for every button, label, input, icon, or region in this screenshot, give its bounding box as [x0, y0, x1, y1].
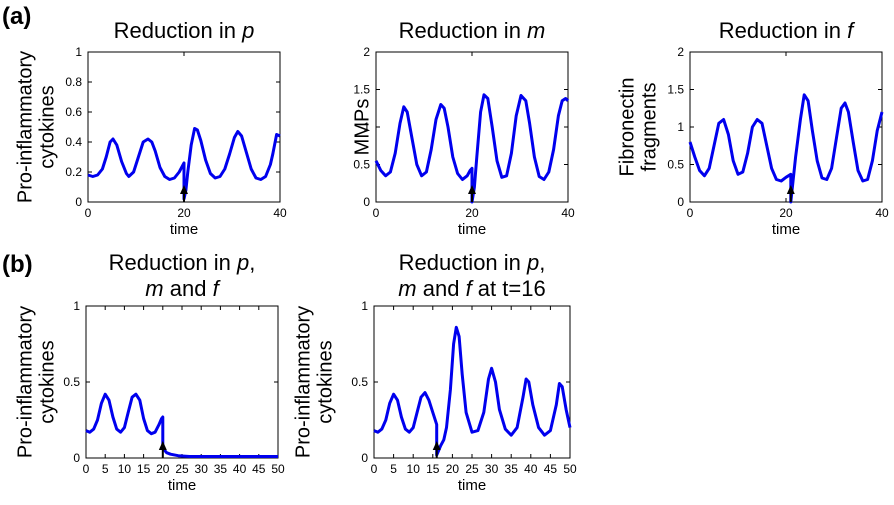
x-tick-label: 35: [214, 462, 228, 476]
plot-area: [85, 305, 279, 459]
x-tick-label: 15: [426, 462, 440, 476]
x-tick-label: 40: [273, 206, 287, 220]
x-tick-label: 0: [687, 206, 694, 220]
x-tick-label: 10: [118, 462, 132, 476]
y-tick-label: 0: [75, 195, 82, 209]
y-tick-label: 0.8: [65, 75, 82, 89]
y-tick-label: 2: [363, 45, 370, 59]
y-tick-label: 0.5: [63, 375, 80, 389]
y-tick-label: 0: [361, 451, 368, 465]
intervention-arrow-head: [432, 441, 441, 450]
x-axis-label: time: [772, 221, 800, 238]
y-tick-label: 0: [363, 195, 370, 209]
chart-title: Reduction in m: [399, 18, 546, 43]
intervention-arrow-head: [786, 185, 795, 194]
x-tick-label: 35: [505, 462, 519, 476]
x-tick-label: 20: [177, 206, 191, 220]
y-axis-label: Fibronectin: [617, 78, 639, 177]
x-tick-label: 0: [83, 462, 90, 476]
chart-title: Reduction in p,: [109, 250, 256, 275]
y-tick-label: 1: [677, 120, 684, 134]
x-tick-label: 30: [485, 462, 499, 476]
y-tick-label: 0.5: [353, 158, 370, 172]
x-tick-label: 5: [102, 462, 109, 476]
y-axis-label: cytokines: [37, 85, 59, 168]
panel-label-b: (b): [2, 251, 33, 278]
x-axis-label: time: [458, 477, 486, 494]
x-tick-label: 40: [875, 206, 889, 220]
intervention-arrow-head: [158, 441, 167, 450]
x-axis-label: time: [168, 477, 196, 494]
y-axis-label: cytokines: [37, 340, 59, 423]
y-tick-label: 0.5: [667, 158, 684, 172]
x-tick-label: 0: [85, 206, 92, 220]
y-tick-label: 0.5: [351, 375, 368, 389]
x-tick-label: 50: [563, 462, 577, 476]
x-tick-label: 0: [373, 206, 380, 220]
x-tick-label: 30: [195, 462, 209, 476]
x-tick-label: 20: [446, 462, 460, 476]
y-tick-label: 1: [363, 120, 370, 134]
chart-a3: 0 20 40 0 0.5 1 1.5 2 time Fibronectin fragments Re…: [617, 18, 889, 238]
panel-label-a: (a): [2, 3, 31, 30]
y-tick-label: 2: [677, 45, 684, 59]
chart-a2: 0 20 40 0 0.5 1 1.5 2 time MMPs Reduction in m: [352, 18, 575, 238]
y-axis-label: cytokines: [315, 340, 337, 423]
y-axis-label: Pro-inflammatory: [15, 51, 37, 203]
x-tick-label: 20: [156, 462, 170, 476]
x-tick-label: 45: [252, 462, 266, 476]
y-tick-label: 1: [75, 45, 82, 59]
x-tick-label: 40: [561, 206, 575, 220]
y-axis-label: MMPs: [352, 99, 374, 156]
intervention-arrow-head: [180, 185, 188, 194]
x-tick-label: 25: [175, 462, 189, 476]
chart-title: Reduction in p,: [399, 250, 546, 275]
y-tick-label: 0: [73, 451, 80, 465]
x-tick-label: 40: [524, 462, 538, 476]
intervention-arrow-head: [468, 185, 476, 194]
chart-title: Reduction in p: [114, 18, 255, 43]
series-line: [85, 392, 278, 458]
y-tick-label: 0: [677, 195, 684, 209]
series-line: [688, 93, 884, 204]
plot-area: [373, 305, 571, 459]
chart-title: Reduction in f: [719, 18, 856, 43]
chart-b1: 0 5 10 15 20 25 30 35 40 45 5000.51timePro-inflamm…: [15, 250, 285, 494]
x-tick-label: 5: [390, 462, 397, 476]
y-axis-label: Pro-inflammatory: [15, 306, 37, 458]
y-tick-label: 0.6: [65, 105, 82, 119]
x-tick-label: 15: [137, 462, 151, 476]
x-tick-label: 10: [407, 462, 421, 476]
x-tick-label: 45: [544, 462, 558, 476]
x-tick-label: 20: [779, 206, 793, 220]
x-tick-label: 50: [271, 462, 285, 476]
chart-a1: 0 20 40 0 0.2 0.4 0.6 0.8 1 time Pro-inflammatory c…: [15, 18, 287, 238]
x-tick-label: 20: [465, 206, 479, 220]
y-axis-label: Pro-inflammatory: [293, 306, 315, 458]
y-tick-label: 0.2: [65, 165, 82, 179]
y-tick-label: 0.4: [65, 135, 82, 149]
chart-title-line2: m and f: [145, 276, 221, 301]
y-tick-label: 1.5: [667, 83, 684, 97]
x-tick-label: 25: [465, 462, 479, 476]
x-tick-label: 40: [233, 462, 247, 476]
x-axis-label: time: [170, 221, 198, 238]
y-tick-label: 1: [361, 299, 368, 313]
x-tick-label: 0: [371, 462, 378, 476]
series-line: [373, 325, 572, 457]
chart-title-line2: m and f at t=16: [398, 276, 545, 301]
chart-b2: 0 5 10 15 20 25 30 35 40 45 5000.51timePro-inflamm…: [293, 250, 577, 494]
y-axis-label: fragments: [639, 83, 661, 172]
x-axis-label: time: [458, 221, 486, 238]
y-tick-label: 1.5: [353, 83, 370, 97]
y-tick-label: 1: [73, 299, 80, 313]
